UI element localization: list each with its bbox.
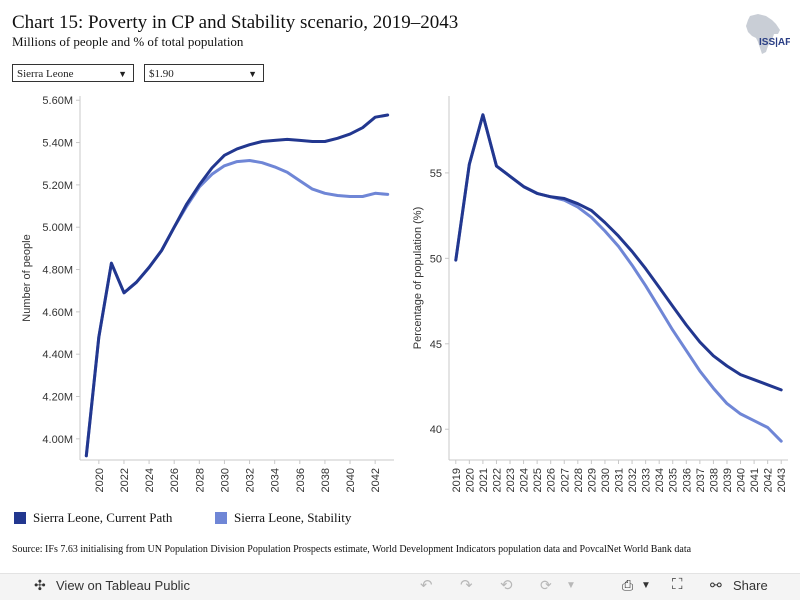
x-tick-label: 2036 xyxy=(681,468,693,492)
x-tick-label: 2043 xyxy=(776,468,788,492)
tableau-toolbar: ✣ View on Tableau Public ↶ ↷ ⟲ ⟳ ▼ ⎙ ▼ ⛶… xyxy=(0,573,800,600)
view-on-tableau-link[interactable]: View on Tableau Public xyxy=(56,578,190,593)
x-tick-label: 2019 xyxy=(451,468,463,492)
chart-subtitle: Millions of people and % of total popula… xyxy=(12,34,244,49)
legend-swatch xyxy=(215,512,227,524)
poverty-charts: 4.00M 4.20M 4.40M 4.60M 4.80M 5.00M 5.20M 5.40M… xyxy=(21,95,788,492)
poverty-line-dropdown[interactable]: $1.90 ▼ xyxy=(144,64,264,82)
x-tick-label: 2025 xyxy=(532,468,544,492)
legend-item-stability[interactable]: Sierra Leone, Stability xyxy=(215,510,351,526)
chevron-down-icon: ▼ xyxy=(566,580,576,591)
series-line xyxy=(84,159,390,458)
chevron-down-icon: ▼ xyxy=(118,69,127,79)
legend-item-current-path[interactable]: Sierra Leone, Current Path xyxy=(14,510,172,526)
x-tick-label: 2020 xyxy=(464,468,476,492)
x-tick-label: 2028 xyxy=(573,468,585,492)
y-tick-label: 4.20M xyxy=(42,392,73,404)
series-line xyxy=(454,113,783,443)
x-tick-label: 2034 xyxy=(654,468,666,492)
x-tick-label: 2038 xyxy=(708,468,720,492)
poverty-line-dropdown-value: $1.90 xyxy=(149,68,174,80)
share-button[interactable]: Share xyxy=(733,578,768,593)
x-tick-label: 2031 xyxy=(614,468,626,492)
y-tick-label: 4.00M xyxy=(42,434,73,446)
x-tick-label: 2040 xyxy=(345,468,357,492)
redo-icon[interactable]: ↷ xyxy=(460,577,473,594)
x-tick-label: 2038 xyxy=(320,468,332,492)
pause-icon[interactable]: ⟳ xyxy=(540,577,552,593)
y-tick-label: 4.40M xyxy=(42,349,73,361)
x-tick-label: 2032 xyxy=(245,468,257,492)
x-tick-label: 2026 xyxy=(169,468,181,492)
download-icon[interactable]: ⎙ xyxy=(622,577,634,593)
x-tick-label: 2040 xyxy=(736,468,748,492)
country-dropdown[interactable]: Sierra Leone ▼ xyxy=(12,64,134,82)
x-tick-label: 2026 xyxy=(546,468,558,492)
share-icon[interactable]: ⚯ xyxy=(710,577,722,593)
x-tick-label: 2041 xyxy=(749,468,761,492)
x-tick-label: 2037 xyxy=(695,468,707,492)
y-tick-label: 5.00M xyxy=(42,222,73,234)
y-tick-label: 45 xyxy=(430,339,442,351)
y-axis-label: Percentage of population (%) xyxy=(412,207,424,349)
y-tick-label: 4.80M xyxy=(42,265,73,277)
series-line xyxy=(454,113,783,392)
x-tick-label: 2020 xyxy=(94,468,106,492)
y-tick-label: 5.40M xyxy=(42,138,73,150)
iss-africa-logo: ISS|AFI xyxy=(746,14,790,54)
y-tick-label: 4.60M xyxy=(42,307,73,319)
legend-label: Sierra Leone, Stability xyxy=(234,510,352,525)
x-tick-label: 2035 xyxy=(668,468,680,492)
y-tick-label: 5.60M xyxy=(42,95,73,107)
y-axis-label: Number of people xyxy=(21,234,33,321)
chevron-down-icon: ▼ xyxy=(248,69,257,79)
y-tick-label: 55 xyxy=(430,168,442,180)
country-dropdown-value: Sierra Leone xyxy=(17,68,74,80)
revert-icon[interactable]: ⟲ xyxy=(500,577,513,594)
x-tick-label: 2022 xyxy=(491,468,503,492)
x-tick-label: 2042 xyxy=(370,468,382,492)
x-tick-label: 2042 xyxy=(763,468,775,492)
x-tick-label: 2024 xyxy=(519,468,531,492)
x-tick-label: 2021 xyxy=(478,468,490,492)
x-tick-label: 2027 xyxy=(559,468,571,492)
x-tick-label: 2022 xyxy=(119,468,131,492)
chevron-down-icon: ▼ xyxy=(641,580,651,591)
logo-text: ISS|AFI xyxy=(759,37,790,48)
x-tick-label: 2028 xyxy=(194,468,206,492)
x-tick-label: 2029 xyxy=(586,468,598,492)
x-tick-label: 2032 xyxy=(627,468,639,492)
x-tick-label: 2036 xyxy=(295,468,307,492)
y-tick-label: 5.20M xyxy=(42,180,73,192)
legend-label: Sierra Leone, Current Path xyxy=(33,510,173,525)
fullscreen-icon[interactable]: ⛶ xyxy=(672,576,683,593)
x-tick-label: 2023 xyxy=(505,468,517,492)
x-tick-label: 2030 xyxy=(600,468,612,492)
undo-icon[interactable]: ↶ xyxy=(420,577,433,594)
source-note: Source: IFs 7.63 initialising from UN Po… xyxy=(12,544,692,555)
series-line xyxy=(84,113,390,458)
x-tick-label: 2024 xyxy=(144,468,156,492)
x-tick-label: 2030 xyxy=(219,468,231,492)
x-tick-label: 2034 xyxy=(270,468,282,492)
tableau-logo-icon: ✣ xyxy=(34,577,46,593)
x-tick-label: 2033 xyxy=(641,468,653,492)
legend-swatch xyxy=(14,512,26,524)
x-tick-label: 2039 xyxy=(722,468,734,492)
chart-title: Chart 15: Poverty in CP and Stability sc… xyxy=(12,12,459,33)
y-tick-label: 40 xyxy=(430,424,442,436)
y-tick-label: 50 xyxy=(430,253,442,265)
